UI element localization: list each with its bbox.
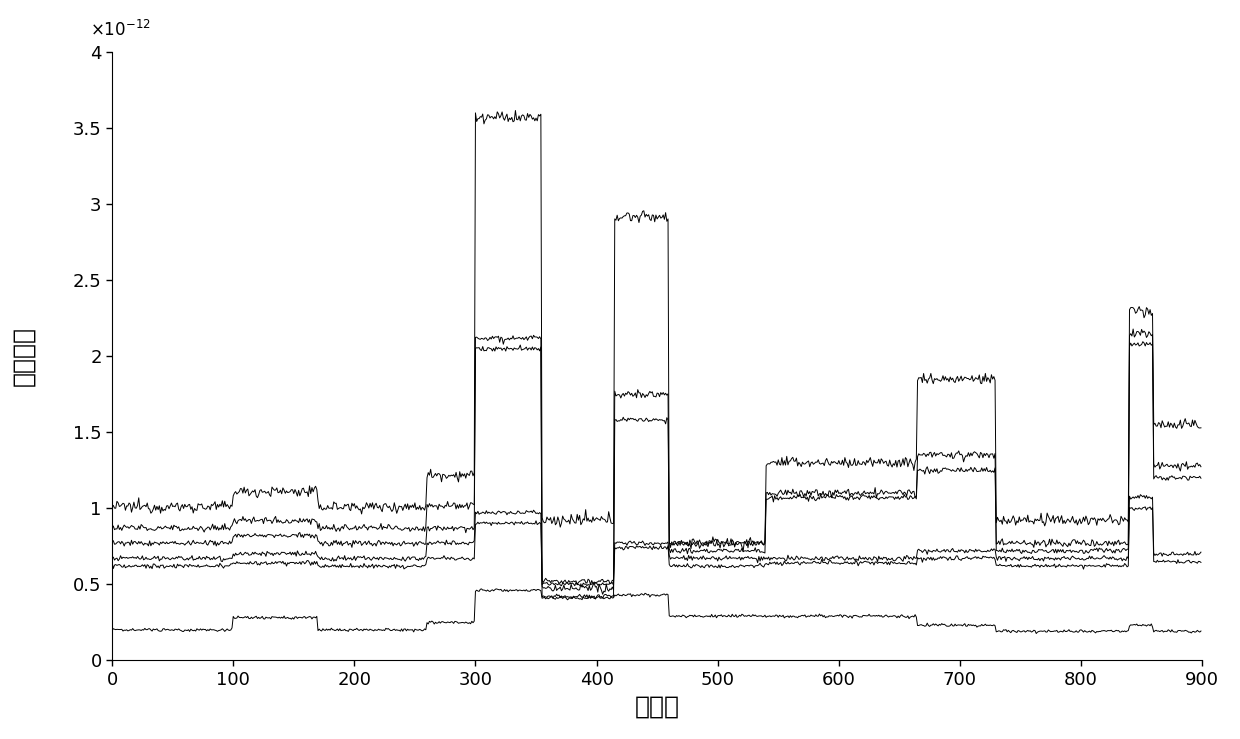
Y-axis label: 特征幅値: 特征幅値 bbox=[12, 326, 36, 386]
Text: $\times10^{-12}$: $\times10^{-12}$ bbox=[91, 20, 151, 40]
X-axis label: 样本点: 样本点 bbox=[635, 694, 680, 718]
